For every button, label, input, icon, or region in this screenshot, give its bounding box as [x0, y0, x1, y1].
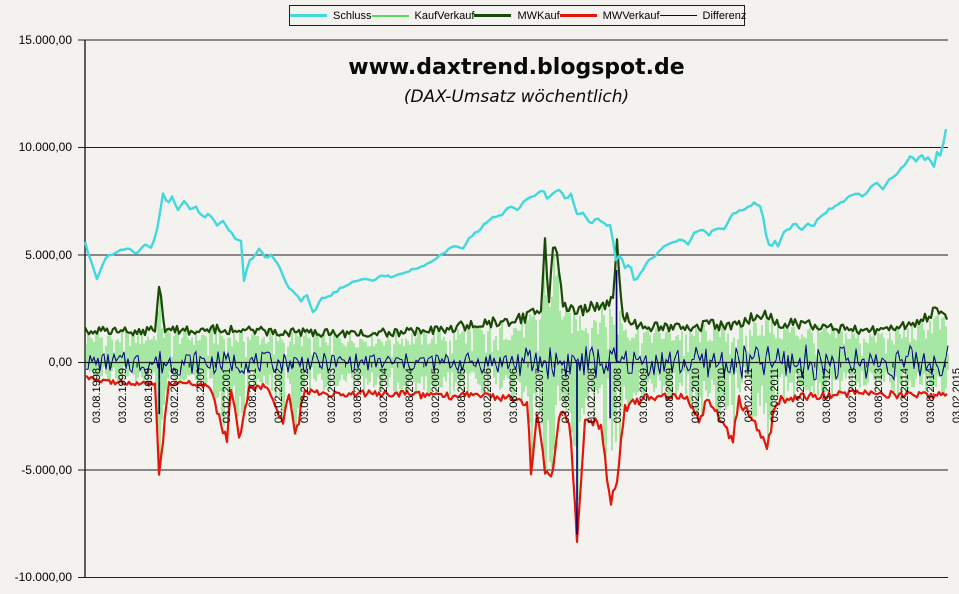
x-axis-tick-label: 03.08.2011	[768, 368, 781, 423]
x-axis-tick-label: 03.02.2001	[221, 368, 234, 424]
x-axis-tick-label: 03.08.2005	[455, 368, 468, 424]
x-axis-tick-label: 03.02.2014	[898, 368, 911, 424]
legend-label: Differenz	[702, 9, 747, 22]
x-axis-tick-label: 03.08.2013	[872, 368, 885, 424]
x-axis-tick-label: 03.08.2012	[820, 368, 833, 424]
legend-item-mwkauf: MWKauf	[474, 9, 560, 22]
x-axis-tick-label: 03.08.2007	[560, 368, 573, 424]
x-axis-tick-label: 03.02.2007	[534, 368, 547, 424]
x-axis-tick-label: 03.02.2008	[586, 368, 599, 424]
x-axis-tick-label: 03.08.2002	[299, 368, 312, 424]
chart-title: www.daxtrend.blogspot.de	[348, 55, 685, 80]
legend-line-swatch	[371, 14, 409, 17]
legend-item-kaufverkauf: KaufVerkauf	[371, 9, 475, 22]
legend-item-mwverkauf: MWVerkauf	[559, 9, 660, 22]
chart-legend: Schluss KaufVerkauf MWKauf MWVerkauf Differe…	[289, 5, 747, 26]
legend-line-swatch	[474, 14, 512, 17]
x-axis-tick-label: 03.08.2004	[403, 368, 416, 424]
series-differenz	[85, 344, 949, 382]
x-axis-tick-label: 03.08.2000	[195, 368, 208, 424]
y-axis-tick-label: 0,00	[48, 355, 72, 369]
y-axis-tick-label: -10.000,00	[14, 570, 72, 584]
x-axis-tick-label: 03.02.2002	[273, 368, 286, 424]
y-axis-tick-label: -5.000,00	[21, 462, 72, 477]
x-axis-tick-label: 03.02.2010	[690, 368, 703, 424]
legend-label: MWKauf	[517, 9, 560, 22]
legend-line-swatch	[290, 14, 327, 17]
x-axis-tick-label: 03.02.2012	[794, 368, 807, 424]
x-axis-tick-label: 03.02.2000	[169, 368, 182, 424]
x-axis-tick-label: 03.02.2009	[638, 368, 651, 424]
x-axis-tick-label: 03.02.2011	[742, 368, 755, 423]
series-mwverkauf	[84, 375, 948, 543]
x-axis-tick-label: 03.08.1999	[143, 368, 156, 424]
x-axis-tick-label: 03.08.2001	[247, 368, 260, 424]
y-axis-tick-label: 10.000,00	[18, 140, 72, 154]
x-axis-tick-label: 03.08.2010	[716, 368, 729, 424]
series-mwkauf	[84, 237, 949, 339]
x-axis-tick-label: 03.08.2006	[507, 368, 520, 424]
x-axis-tick-label: 03.02.2006	[481, 368, 494, 424]
series-schluss	[83, 128, 948, 314]
y-axis-tick-label: 15.000,00	[18, 32, 72, 47]
legend-label: KaufVerkauf	[414, 9, 475, 22]
legend-line-swatch	[659, 15, 697, 16]
legend-label: Schluss	[333, 9, 372, 22]
chart-subtitle: (DAX-Umsatz wöchentlich)	[403, 87, 630, 107]
x-axis-tick-label: 03.02.2013	[846, 368, 859, 424]
legend-item-differenz: Differenz	[659, 9, 747, 22]
x-axis-tick-label: 03.02.2004	[377, 368, 390, 424]
x-axis-tick-label: 03.02.2015	[950, 368, 959, 424]
y-axis-tick-label: 5.000,00	[25, 247, 72, 262]
legend-item-schluss: Schluss	[290, 10, 372, 22]
legend-line-swatch	[559, 14, 597, 17]
x-axis-tick-label: 03.08.2014	[924, 368, 937, 424]
x-axis-tick-label: 03.02.2003	[325, 368, 338, 424]
x-axis-tick-label: 03.02.1999	[117, 368, 130, 424]
x-axis-tick-label: 03.08.2003	[351, 368, 364, 424]
x-axis-tick-label: 03.08.2009	[664, 368, 677, 424]
x-axis-tick-label: 03.02.2005	[429, 368, 442, 424]
x-axis-tick-label: 03.08.1998	[91, 368, 103, 424]
x-axis-tick-label: 03.08.2008	[612, 368, 625, 424]
legend-label: MWVerkauf	[602, 9, 660, 22]
